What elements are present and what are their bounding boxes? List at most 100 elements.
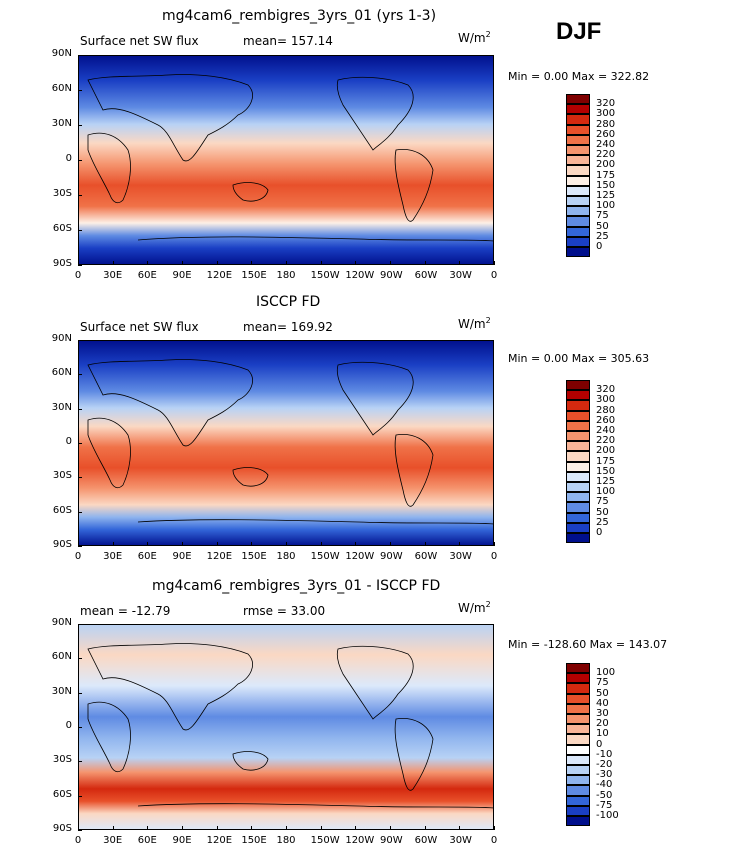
panel-1-x-tick-label: 120E xyxy=(206,270,233,281)
panel-2-field-label: Surface net SW flux xyxy=(80,320,199,334)
panel-2-y-tick-label: 60N xyxy=(51,367,72,379)
legend-3-label: 100 xyxy=(596,667,616,679)
panel-2-x-tick-mark xyxy=(494,542,495,546)
panel-1-x-tick-label: 60W xyxy=(414,270,438,281)
legend-1-label: 320 xyxy=(596,98,616,110)
panel-3-x-tick-label: 90W xyxy=(380,835,403,846)
legend-2-label: 320 xyxy=(596,384,616,396)
panel-1-x-tick-label: 30W xyxy=(449,270,472,281)
panel-1-x-tick-label: 90E xyxy=(172,270,192,281)
panel-3-y-tick-label: 0 xyxy=(65,720,72,731)
panel-1-x-tick-label: 150W xyxy=(310,270,340,281)
legend-3-color-box xyxy=(566,816,590,827)
panel-3-y-tick-label: 60S xyxy=(52,788,72,800)
legend-2-label: 300 xyxy=(596,394,616,406)
panel-3-x-tick-label: 90E xyxy=(172,835,192,846)
panel-2-y-tick-mark xyxy=(78,511,82,513)
legend-2-label: 75 xyxy=(596,496,609,508)
panel-2-y-tick-mark xyxy=(78,546,82,547)
panel-2-mean-value: 169.92 xyxy=(290,320,333,334)
legend-1-label: 100 xyxy=(596,200,616,212)
panel-2-x-tick-label: 180 xyxy=(276,551,296,562)
legend-2-color-box xyxy=(566,390,590,401)
panel-2-x-tick-mark xyxy=(112,542,114,546)
panel-1-x-tick-mark xyxy=(286,261,287,265)
panel-3-x-tick-label: 150E xyxy=(241,835,267,846)
panel-3-rmse-label: rmse = 33.00 xyxy=(243,604,326,618)
panel-1-x-tick-mark xyxy=(494,261,495,265)
panel-2-y-tick-label: 90N xyxy=(51,333,72,344)
legend-2-label: 150 xyxy=(596,465,616,477)
legend-3-label: -30 xyxy=(596,769,613,781)
panel-3-min-max: Min = -128.60 Max = 143.07 xyxy=(508,638,668,651)
legend-3-color-box xyxy=(566,744,590,755)
panel-1-y-tick-label: 60N xyxy=(51,83,72,94)
legend-1-color-box xyxy=(566,134,590,145)
legend-3-label: 30 xyxy=(596,708,609,719)
panel-2-y-tick-label: 90S xyxy=(52,539,72,550)
panel-2-y-tick-mark xyxy=(78,477,82,479)
legend-3-color-box xyxy=(566,805,590,816)
legend-2-color-box xyxy=(566,400,590,411)
panel-2-unit: W/m2 xyxy=(458,316,491,331)
legend-1-label: 220 xyxy=(596,149,616,161)
panel-1-x-tick-mark xyxy=(390,261,391,265)
panel-1-title: mg4cam6_rembigres_3yrs_01 (yrs 1-3) xyxy=(162,8,437,24)
panel-2-x-tick-mark xyxy=(182,542,183,546)
panel-2-y-tick-label: 30S xyxy=(52,470,72,482)
panel-2-mean-label: mean= 169.92 xyxy=(243,320,333,334)
panel-2-y-tick-mark xyxy=(78,408,82,410)
legend-3-label: 75 xyxy=(596,677,609,689)
legend-1-color-box xyxy=(566,226,590,237)
panel-1-map xyxy=(78,55,494,265)
legend-2-label: 240 xyxy=(596,425,616,436)
panel-2-x-tick-mark xyxy=(251,542,253,546)
panel-3-x-tick-mark xyxy=(78,826,79,830)
panel-2-y-tick-label: 30N xyxy=(51,401,72,413)
legend-3-color-box xyxy=(566,724,590,735)
panel-1-x-tick-label: 120W xyxy=(345,270,375,281)
panel-3-y-tick-mark xyxy=(78,761,82,763)
legend-3-color-box xyxy=(566,785,590,796)
panel-1-frame xyxy=(78,55,494,265)
panel-3-x-tick-label: 180 xyxy=(276,835,296,846)
legend-2-color-box xyxy=(566,451,590,462)
panel-1-y-tick-mark xyxy=(78,125,82,126)
legend-1-label: 25 xyxy=(596,230,609,242)
legend-3-label: 20 xyxy=(596,718,609,730)
legend-1-color-box xyxy=(566,165,590,176)
legend-1-color-box xyxy=(566,185,590,196)
legend-1-color-box xyxy=(566,94,590,105)
legend-1-color-box xyxy=(566,247,590,258)
panel-1-x-tick-mark xyxy=(216,261,218,265)
panel-2-frame xyxy=(78,340,494,546)
panel-1-y-tick-mark xyxy=(78,230,82,231)
legend-3-color-box xyxy=(566,683,590,694)
panel-1-y-tick-mark xyxy=(78,195,82,196)
panel-1-x-tick-label: 180 xyxy=(276,270,296,281)
legend-2-color-box xyxy=(566,441,590,452)
panel-1-x-tick-mark xyxy=(459,261,461,265)
panel-3-x-tick-label: 60W xyxy=(414,835,438,846)
panel-2-x-tick-label: 90W xyxy=(380,551,403,562)
panel-3-x-tick-mark xyxy=(424,826,426,830)
panel-1-x-tick-label: 0 xyxy=(74,270,82,281)
legend-3-label: -75 xyxy=(596,799,613,811)
panel-1-y-tick-label: 30N xyxy=(51,118,72,129)
panel-3-x-tick-mark xyxy=(459,826,461,830)
panel-1-x-tick-mark xyxy=(78,261,79,265)
panel-2-map xyxy=(78,340,494,546)
panel-2-x-tick-mark xyxy=(424,542,426,546)
legend-1-label: 280 xyxy=(596,118,616,130)
legend-1-color-box xyxy=(566,155,590,166)
legend-2-color-box xyxy=(566,431,590,442)
panel-3-y-tick-mark xyxy=(78,830,82,831)
legend-3-color-box xyxy=(566,714,590,725)
panel-1-y-tick-mark xyxy=(78,55,82,56)
panel-2-min-max: Min = 0.00 Max = 305.63 xyxy=(508,352,650,365)
panel-1-y-tick-label: 90N xyxy=(51,48,72,59)
panel-3-y-tick-label: 30N xyxy=(51,685,72,697)
legend-1-color-box xyxy=(566,124,590,135)
legend-2-color-box xyxy=(566,461,590,472)
legend-3-label: -20 xyxy=(596,759,613,770)
